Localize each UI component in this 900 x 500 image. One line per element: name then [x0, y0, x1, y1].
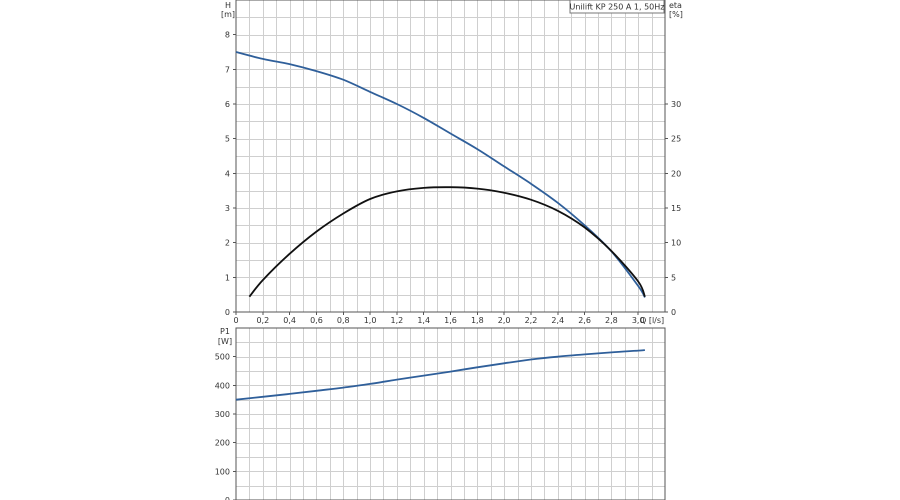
y-right-tick-label: 5	[671, 273, 676, 282]
y-right-label-unit: [%]	[669, 10, 683, 19]
p1-tick-label: 0	[225, 496, 230, 500]
y-left-tick-label: 4	[225, 169, 230, 178]
top-axis-ticks: 0 0,2 0,4 0,6 0,8 1,0 1,2 1,4 1,6 1,8 2,0 2,2 2,4 2,6…	[225, 31, 681, 325]
p1-label-name: P1	[220, 327, 230, 336]
y-left-tick-label: 0	[225, 308, 230, 317]
x-tick-label: 1,8	[471, 316, 484, 325]
power-curve	[235, 349, 645, 401]
x-tick-label: 1,6	[444, 316, 457, 325]
p1-tick-label: 400	[215, 381, 230, 390]
x-tick-label: 0	[233, 316, 238, 325]
y-right-tick-label: 30	[671, 100, 681, 109]
x-tick-label: 1,4	[417, 316, 430, 325]
p1-tick-label: 300	[215, 410, 230, 419]
head-curve	[235, 51, 646, 298]
x-tick-label: 0,2	[256, 316, 269, 325]
y-left-tick-label: 8	[225, 31, 230, 40]
top-axis-labels: H [m] eta [%] Q [l/s]	[221, 1, 683, 325]
x-tick-label: 2,0	[498, 316, 511, 325]
y-left-tick-label: 3	[225, 204, 230, 213]
y-left-label-name: H	[225, 1, 231, 10]
x-tick-label: 1,2	[391, 316, 404, 325]
p1-label-unit: [W]	[218, 337, 232, 346]
y-right-tick-label: 10	[671, 239, 681, 248]
head-efficiency-panel: 0 0,2 0,4 0,6 0,8 1,0 1,2 1,4 1,6 1,8 2,0 2,2 2,4 2,6…	[221, 0, 683, 325]
y-right-tick-label: 20	[671, 169, 681, 178]
bottom-gridlines	[236, 328, 665, 500]
x-tick-label: 0,6	[310, 316, 323, 325]
x-tick-label: 1,0	[364, 316, 377, 325]
p1-tick-label: 200	[215, 439, 230, 448]
efficiency-curve	[248, 186, 646, 298]
x-axis-label: Q [l/s]	[640, 316, 664, 325]
p1-tick-label: 100	[215, 467, 230, 476]
x-tick-label: 0,8	[337, 316, 350, 325]
y-left-tick-label: 2	[225, 239, 230, 248]
top-curves	[235, 51, 646, 298]
y-left-tick-label: 1	[225, 273, 230, 282]
bottom-axis-labels: P1 [W]	[218, 327, 232, 346]
y-left-label-unit: [m]	[221, 10, 235, 19]
x-tick-label: 0,4	[283, 316, 296, 325]
y-right-tick-label: 0	[671, 308, 676, 317]
x-tick-label: 2,4	[551, 316, 564, 325]
p1-tick-label: 500	[215, 353, 230, 362]
x-tick-label: 2,6	[578, 316, 591, 325]
x-tick-label: 2,2	[525, 316, 538, 325]
power-panel: 0 100 200 300 400 500 P1 [W]	[215, 327, 666, 500]
y-right-tick-label: 15	[671, 204, 681, 213]
title-box: Unilift KP 250 A 1, 50Hz	[569, 0, 665, 14]
x-tick-label: 2,8	[605, 316, 618, 325]
y-left-tick-label: 6	[225, 100, 230, 109]
y-left-tick-label: 7	[225, 65, 230, 74]
title-box-frame	[569, 0, 665, 14]
top-gridlines	[236, 0, 665, 312]
y-right-tick-label: 25	[671, 135, 681, 144]
y-left-tick-label: 5	[225, 135, 230, 144]
chart-title: Unilift KP 250 A 1, 50Hz	[570, 3, 665, 12]
x-tick-label: 3,0	[632, 316, 645, 325]
y-right-label-name: eta	[669, 1, 682, 10]
bottom-curves	[235, 349, 645, 401]
bottom-axis-ticks: 0 100 200 300 400 500	[215, 353, 236, 500]
